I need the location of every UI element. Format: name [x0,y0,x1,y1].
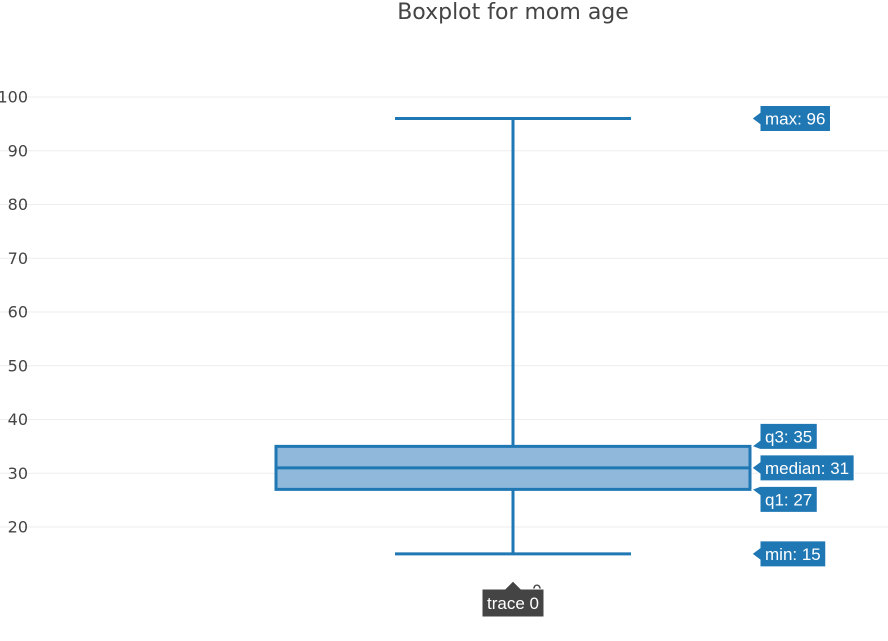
hover-label-max-bg [751,105,831,132]
y-tick-label-30: 30 [8,464,28,483]
hover-labels: max: 96 q3: 35 median: 31 q1: 27 min: 15 trac… [481,105,855,618]
y-tick-label-70: 70 [8,249,28,268]
y-tick-label-90: 90 [8,141,28,160]
hover-label-max-text: max: 96 [765,110,825,129]
hover-label-q1-bg [750,485,818,513]
y-tick-label-100: 100 [0,88,28,107]
hover-label-q3-text: q3: 35 [765,427,812,446]
y-axis-ticks: 20 30 40 50 60 70 80 90 100 [0,88,28,537]
hover-label-q3-bg [750,422,818,450]
y-tick-label-40: 40 [8,410,28,429]
box-trace[interactable] [274,117,752,556]
y-tick-label-50: 50 [8,356,28,375]
hover-label-trace-text: trace 0 [487,594,539,613]
hover-label-min-bg [751,540,827,568]
hover-label-trace: trace 0 [481,580,545,618]
hover-label-q1: q1: 27 [750,485,818,513]
hover-label-median-text: median: 31 [765,459,849,478]
hover-label-max: max: 96 [751,105,831,132]
hover-label-q3: q3: 35 [750,422,818,450]
hover-label-min: min: 15 [751,540,827,568]
y-tick-label-80: 80 [8,195,28,214]
chart-title: Boxplot for mom age [397,0,629,25]
grid-layer [0,96,888,528]
hover-label-trace-bg [481,580,545,618]
y-tick-label-20: 20 [8,518,28,537]
hover-label-median: median: 31 [751,454,855,482]
hover-label-min-text: min: 15 [765,545,821,564]
hover-label-median-bg [751,454,855,482]
hover-label-q1-text: q1: 27 [765,490,812,509]
y-tick-label-60: 60 [8,303,28,322]
